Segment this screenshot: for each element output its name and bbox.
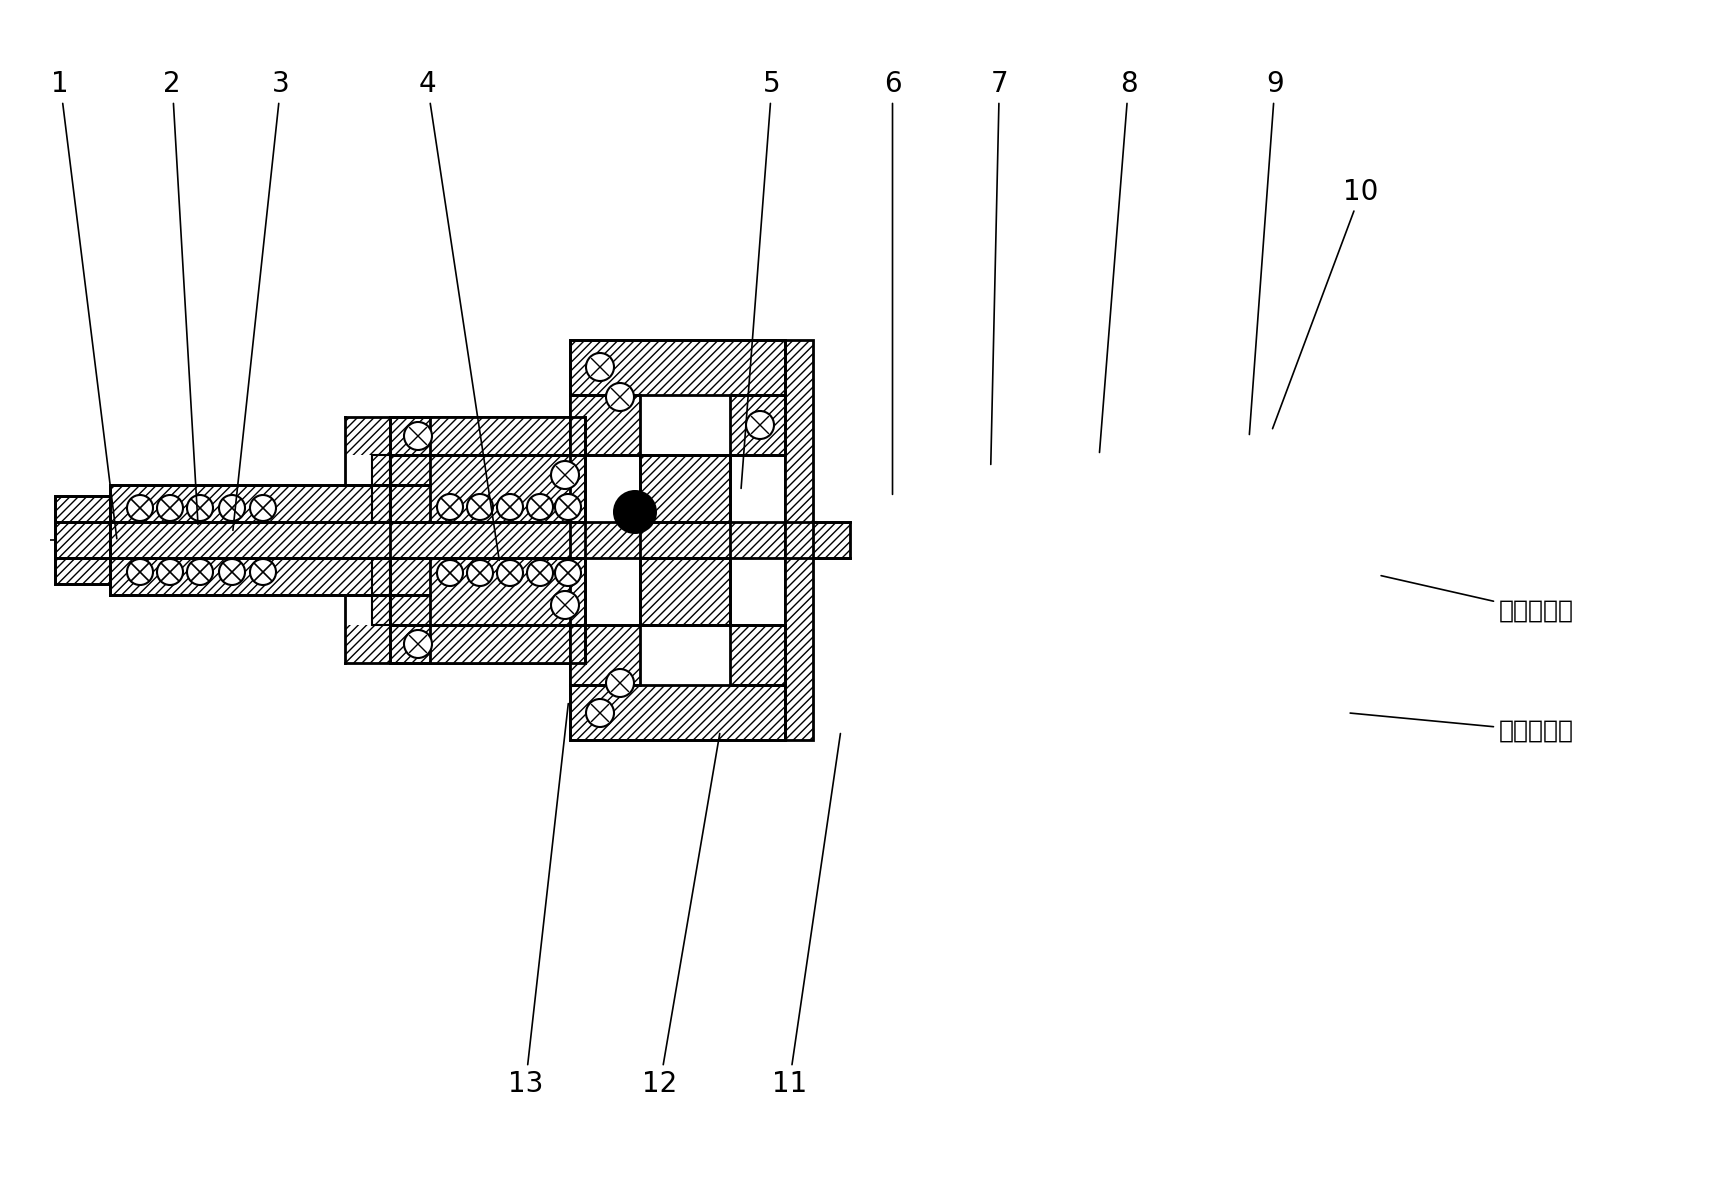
Bar: [110, 485, 431, 522]
Circle shape: [157, 495, 183, 521]
Bar: [389, 455, 586, 522]
Circle shape: [188, 495, 214, 521]
Bar: [389, 558, 586, 625]
Circle shape: [555, 494, 581, 520]
Text: 4: 4: [419, 69, 500, 561]
Text: 1: 1: [52, 69, 117, 539]
Bar: [55, 496, 110, 522]
Bar: [731, 625, 786, 685]
Text: 检测气入口: 检测气入口: [1382, 576, 1575, 623]
Bar: [372, 558, 389, 625]
Text: 9: 9: [1249, 69, 1284, 435]
Bar: [389, 558, 586, 625]
Circle shape: [527, 494, 553, 520]
Circle shape: [438, 494, 463, 520]
Circle shape: [467, 559, 493, 586]
Text: 3: 3: [233, 69, 289, 531]
Bar: [110, 485, 431, 522]
Bar: [55, 496, 110, 583]
Text: 8: 8: [1099, 69, 1137, 453]
Bar: [786, 340, 813, 740]
Bar: [731, 625, 786, 685]
Bar: [570, 395, 639, 455]
Bar: [570, 340, 786, 395]
Circle shape: [250, 495, 276, 521]
Bar: [110, 558, 431, 595]
Text: 11: 11: [772, 733, 841, 1099]
Circle shape: [250, 559, 276, 585]
Circle shape: [219, 495, 245, 521]
Circle shape: [586, 353, 613, 381]
Bar: [570, 685, 786, 740]
Bar: [639, 558, 731, 625]
Circle shape: [157, 559, 183, 585]
Bar: [389, 417, 586, 455]
Bar: [570, 625, 639, 685]
Bar: [372, 455, 389, 522]
Circle shape: [403, 422, 432, 450]
Circle shape: [613, 490, 656, 534]
Circle shape: [606, 668, 634, 697]
Bar: [570, 685, 786, 740]
Circle shape: [746, 411, 774, 438]
Bar: [55, 558, 110, 583]
Circle shape: [438, 559, 463, 586]
Bar: [570, 340, 786, 740]
Circle shape: [496, 494, 524, 520]
Bar: [570, 395, 639, 455]
Bar: [110, 558, 431, 595]
Text: 气缸进气口: 气缸进气口: [1351, 713, 1575, 743]
Circle shape: [606, 383, 634, 411]
Bar: [389, 625, 431, 662]
Circle shape: [467, 494, 493, 520]
Circle shape: [128, 495, 153, 521]
Circle shape: [188, 559, 214, 585]
Text: 12: 12: [643, 733, 720, 1099]
Bar: [389, 625, 586, 662]
Bar: [786, 340, 813, 740]
Circle shape: [128, 559, 153, 585]
Bar: [345, 417, 389, 455]
Bar: [389, 417, 586, 455]
Bar: [345, 417, 389, 455]
Bar: [389, 417, 431, 455]
Bar: [639, 558, 731, 625]
Bar: [639, 455, 731, 522]
Bar: [345, 625, 389, 662]
Bar: [55, 522, 849, 558]
Bar: [55, 558, 110, 583]
Bar: [55, 496, 110, 522]
Text: 13: 13: [508, 703, 569, 1099]
Bar: [389, 625, 431, 662]
Bar: [389, 625, 586, 662]
Bar: [731, 395, 786, 455]
Bar: [345, 625, 389, 662]
Bar: [389, 455, 586, 522]
Circle shape: [219, 559, 245, 585]
Circle shape: [586, 698, 613, 727]
Circle shape: [403, 630, 432, 658]
Bar: [731, 395, 786, 455]
Circle shape: [496, 559, 524, 586]
Bar: [389, 417, 431, 455]
Circle shape: [555, 559, 581, 586]
Text: 6: 6: [884, 69, 901, 495]
Text: 5: 5: [741, 69, 781, 489]
Circle shape: [551, 591, 579, 619]
Bar: [55, 522, 849, 558]
Bar: [372, 558, 389, 625]
Bar: [570, 625, 639, 685]
Bar: [372, 455, 389, 522]
Text: 7: 7: [991, 69, 1008, 465]
Circle shape: [527, 559, 553, 586]
Circle shape: [551, 461, 579, 489]
Text: 2: 2: [164, 69, 198, 525]
Text: 10: 10: [1273, 177, 1378, 429]
Bar: [570, 340, 786, 395]
Bar: [639, 455, 731, 522]
